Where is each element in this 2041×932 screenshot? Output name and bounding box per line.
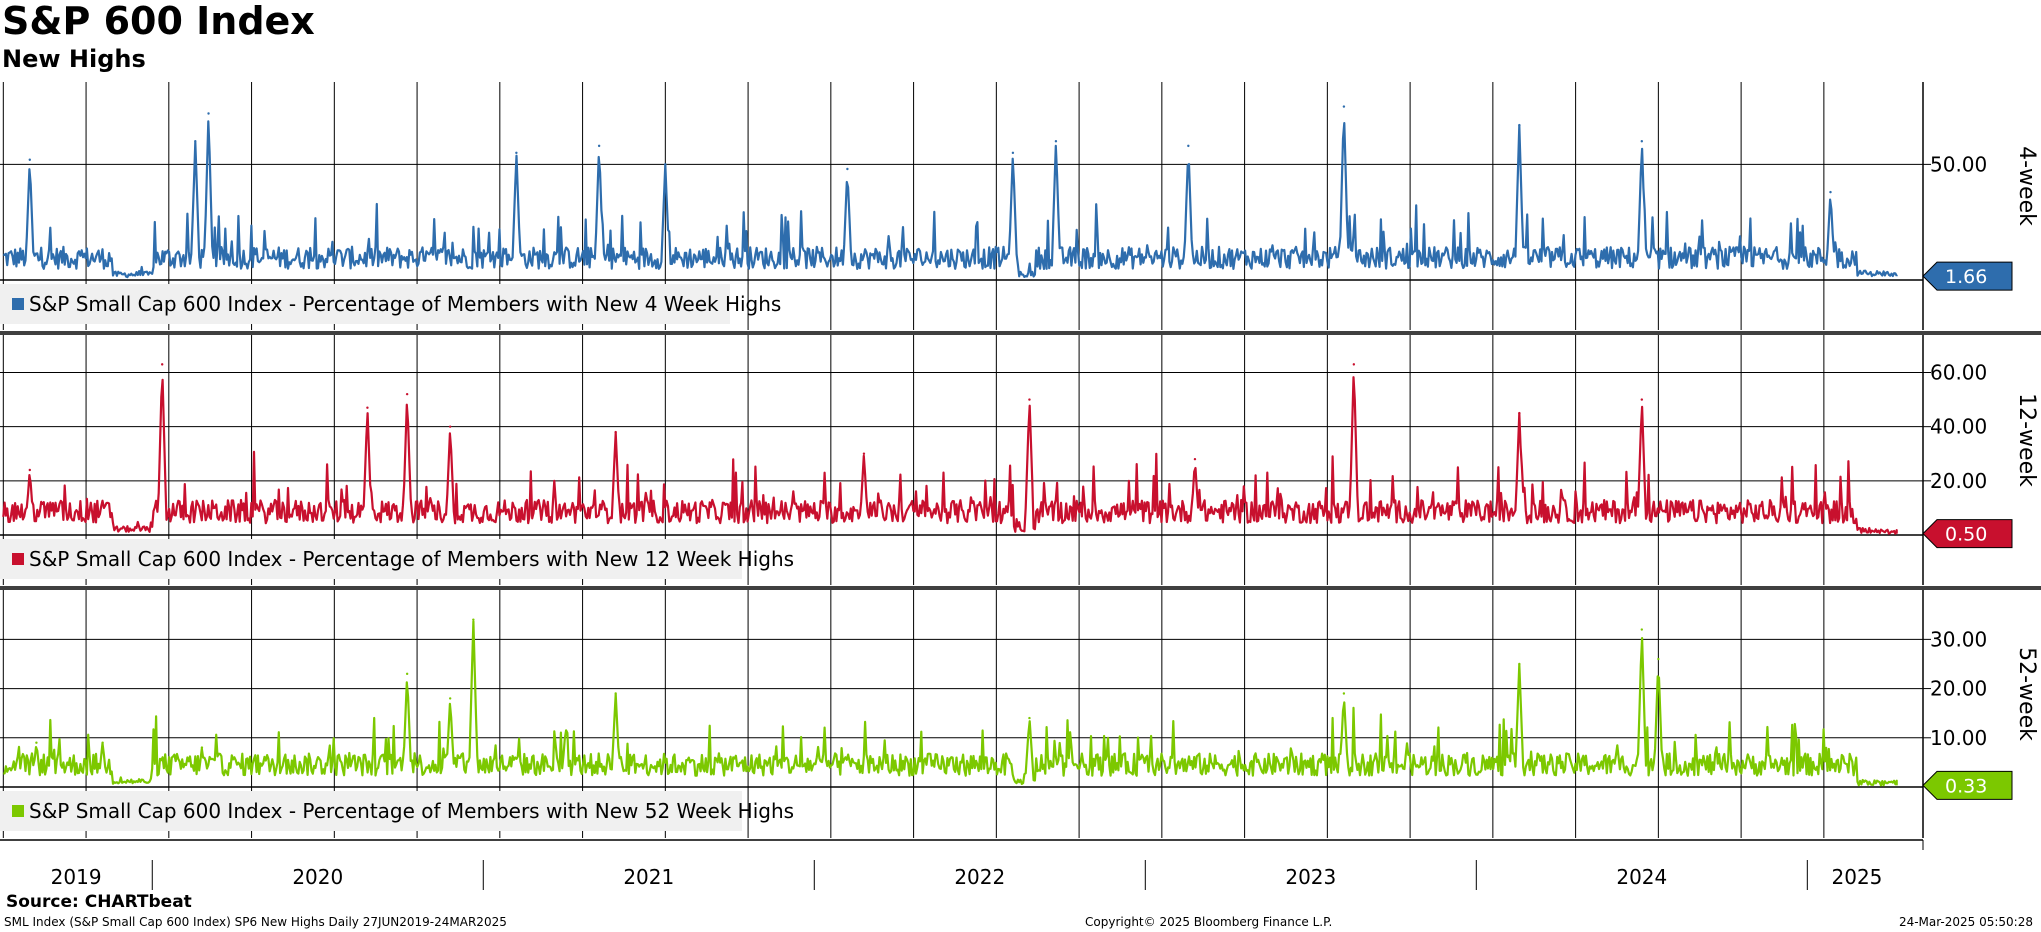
legend-swatch [12, 298, 24, 310]
last-value-flag: 1.66 [1922, 261, 2013, 291]
peak-point [194, 140, 197, 143]
legend-box [0, 791, 742, 831]
peak-point [862, 452, 866, 455]
legend-label: S&P Small Cap 600 Index - Percentage of … [29, 547, 794, 571]
legend-label: S&P Small Cap 600 Index - Percentage of … [29, 799, 794, 823]
x-year-label: 2021 [623, 865, 674, 889]
peak-point [1352, 363, 1356, 366]
y-tick-label: 20.00 [1930, 677, 1987, 701]
x-year-label: 2019 [51, 865, 102, 889]
legend-swatch [12, 553, 24, 565]
x-year-label: 2025 [1832, 865, 1883, 889]
peak-point [1054, 140, 1058, 143]
x-year-label: 2024 [1616, 865, 1667, 889]
panel-separator [0, 331, 2041, 335]
footer-copyright: Copyright© 2025 Bloomberg Finance L.P. [1085, 915, 1333, 929]
chart-subtitle: New Highs [2, 45, 146, 73]
peak-point [1187, 144, 1190, 148]
series-line-12-week [2, 376, 1898, 535]
peak-point [1829, 190, 1832, 194]
peak-point [1011, 151, 1015, 155]
panel-separator [0, 586, 2041, 590]
peak-point [1028, 398, 1031, 401]
peak-point [1518, 123, 1521, 127]
footer-timestamp: 24-Mar-2025 05:50:28 [1898, 915, 2033, 929]
peak-point [200, 746, 204, 749]
x-year-label: 2020 [292, 865, 343, 889]
panel-12-week: 20.00 40.00 60.00 S&P Small Cap 600 Index -… [0, 335, 2041, 590]
peak-point [28, 158, 31, 161]
last-value-flag: 0.33 [1922, 770, 2013, 800]
last-value-label: 0.33 [1945, 775, 1987, 797]
y-tick-label: 10.00 [1930, 726, 1987, 750]
y-tick-label: 50.00 [1930, 152, 1987, 176]
panel-label: 4-week [2014, 146, 2039, 226]
series-line-52-week [3, 620, 1898, 787]
peak-point [160, 363, 164, 366]
peak-point [846, 167, 849, 171]
peak-point [405, 392, 409, 396]
legend-swatch [12, 805, 24, 817]
last-value-label: 1.66 [1945, 266, 1987, 288]
peak-point [1657, 657, 1660, 661]
panel-4-week: 50.00 S&P Small Cap 600 Index - Percentag… [0, 82, 2041, 335]
peak-point [448, 425, 452, 428]
x-year-label: 2023 [1285, 865, 1336, 889]
legend-box [0, 284, 730, 324]
y-tick-label: 30.00 [1930, 627, 1987, 651]
peak-point [366, 406, 369, 409]
y-tick-label: 40.00 [1930, 415, 1987, 439]
peak-point [664, 163, 667, 166]
series-line-4-week [2, 120, 1898, 279]
peak-point [448, 697, 452, 700]
last-value-label: 0.50 [1945, 524, 1987, 546]
legend-label: S&P Small Cap 600 Index - Percentage of … [29, 292, 781, 316]
peak-point [28, 468, 31, 472]
peak-point [614, 692, 617, 695]
last-value-badge [1922, 261, 2013, 291]
peak-point [1518, 411, 1521, 415]
last-value-flag: 0.50 [1922, 519, 2013, 549]
x-year-label: 2022 [954, 865, 1005, 889]
last-value-badge [1922, 519, 2013, 549]
peak-point [1640, 398, 1644, 401]
footer-security-description: SML Index (S&P Small Cap 600 Index) SP6 … [4, 915, 507, 929]
y-tick-label: 60.00 [1930, 361, 1987, 385]
peak-point [1193, 457, 1197, 461]
peak-point [35, 741, 38, 744]
peak-point [1342, 105, 1346, 108]
peak-point [1028, 716, 1031, 720]
peak-point [1518, 662, 1521, 666]
peak-point [405, 672, 409, 676]
source-note: Source: CHARTbeat [6, 892, 192, 912]
peak-point [1640, 140, 1644, 143]
panel-label: 12-week [2014, 393, 2039, 487]
y-tick-label: 20.00 [1930, 469, 1987, 493]
peak-point [1342, 692, 1346, 695]
peak-point [614, 430, 617, 434]
panel-label: 52-week [2014, 647, 2039, 741]
peak-point [515, 151, 518, 155]
legend-box [0, 539, 742, 579]
peak-point [207, 112, 210, 115]
x-axis: 2019 2020 2021 2022 2023 2024 2025 [0, 839, 1924, 890]
peak-point [101, 741, 104, 744]
last-value-badge [1922, 770, 2013, 800]
peak-point [472, 618, 475, 621]
peak-point [597, 144, 601, 148]
chart-title: S&P 600 Index [2, 0, 315, 43]
panel-52-week: 10.00 20.00 30.00 S&P Small Cap 600 Index -… [0, 590, 2039, 838]
peak-point [1640, 628, 1644, 631]
